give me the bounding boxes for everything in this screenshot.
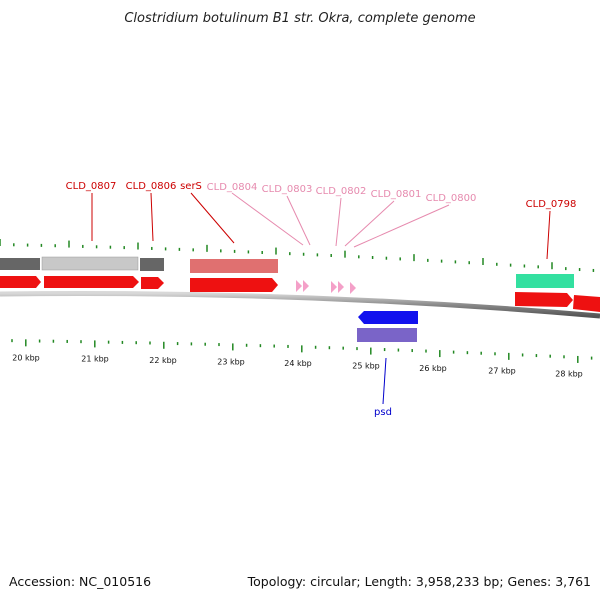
kbp-label-ring: 20 kbp 21 kbp 22 kbp 23 kbp 24 kbp 25 kbp 26 k… — [12, 353, 583, 378]
cds-arrow-1 — [0, 276, 41, 288]
kbp-label: 25 kbp — [352, 361, 380, 370]
leader-cld0803 — [286, 195, 311, 246]
leader-psd — [382, 357, 387, 405]
feature-sers — [190, 259, 278, 273]
label-cld0801: CLD_0801 — [371, 189, 422, 200]
trna-arrow-3 — [331, 281, 337, 293]
leader-cld0798 — [546, 210, 551, 260]
kbp-label: 20 kbp — [12, 353, 40, 362]
kbp-label: 23 kbp — [217, 357, 245, 366]
label-cld0802: CLD_0802 — [316, 186, 367, 197]
label-sers: serS — [180, 181, 202, 192]
leader-cld0802 — [335, 197, 342, 247]
outer-tick-ring — [0, 239, 595, 272]
feature-grey-2 — [140, 258, 164, 271]
cds-psd-arrow — [358, 311, 418, 324]
cds-arrow-6 — [573, 295, 600, 312]
map-title: Clostridium botulinum B1 str. Okra, comp… — [124, 11, 475, 26]
inner-tick-ring — [11, 339, 593, 363]
feature-grey-1 — [0, 258, 40, 270]
leader-cld0801 — [344, 200, 395, 247]
leader-cld0804 — [231, 192, 304, 246]
label-cld0804: CLD_0804 — [207, 182, 258, 193]
genome-backbone — [0, 290, 600, 319]
cds-arrow-2 — [44, 276, 139, 288]
cds-arrow-5 — [515, 292, 573, 307]
trna-arrow-1 — [296, 280, 302, 292]
label-cld0806: CLD_0806 — [126, 181, 177, 192]
feature-purple — [357, 328, 417, 342]
leader-cld0806 — [150, 192, 154, 242]
label-cld0807: CLD_0807 — [66, 181, 117, 192]
kbp-label: 28 kbp — [555, 370, 583, 379]
label-cld0803: CLD_0803 — [262, 184, 313, 195]
trna-arrow-5 — [350, 282, 356, 294]
leader-lines — [91, 192, 551, 405]
kbp-label: 27 kbp — [488, 367, 516, 376]
leader-sers — [190, 192, 235, 244]
trna-arrow-2 — [303, 280, 309, 292]
label-cld0798: CLD_0798 — [526, 199, 577, 210]
cds-arrow-3 — [141, 277, 164, 289]
feature-teal — [516, 274, 574, 288]
leader-cld0800 — [353, 204, 450, 248]
cds-arrow-4 — [190, 278, 278, 292]
label-cld0800: CLD_0800 — [426, 193, 477, 204]
kbp-label: 24 kbp — [284, 359, 312, 368]
accession-text: Accession: NC_010516 — [9, 574, 152, 589]
kbp-label: 21 kbp — [81, 354, 109, 363]
label-psd: psd — [374, 407, 392, 418]
genome-stats-text: Topology: circular; Length: 3,958,233 bp… — [247, 574, 591, 589]
kbp-label: 26 kbp — [419, 364, 447, 373]
kbp-label: 22 kbp — [149, 356, 177, 365]
trna-arrow-4 — [338, 281, 344, 293]
feature-rrna-light — [41, 256, 139, 271]
